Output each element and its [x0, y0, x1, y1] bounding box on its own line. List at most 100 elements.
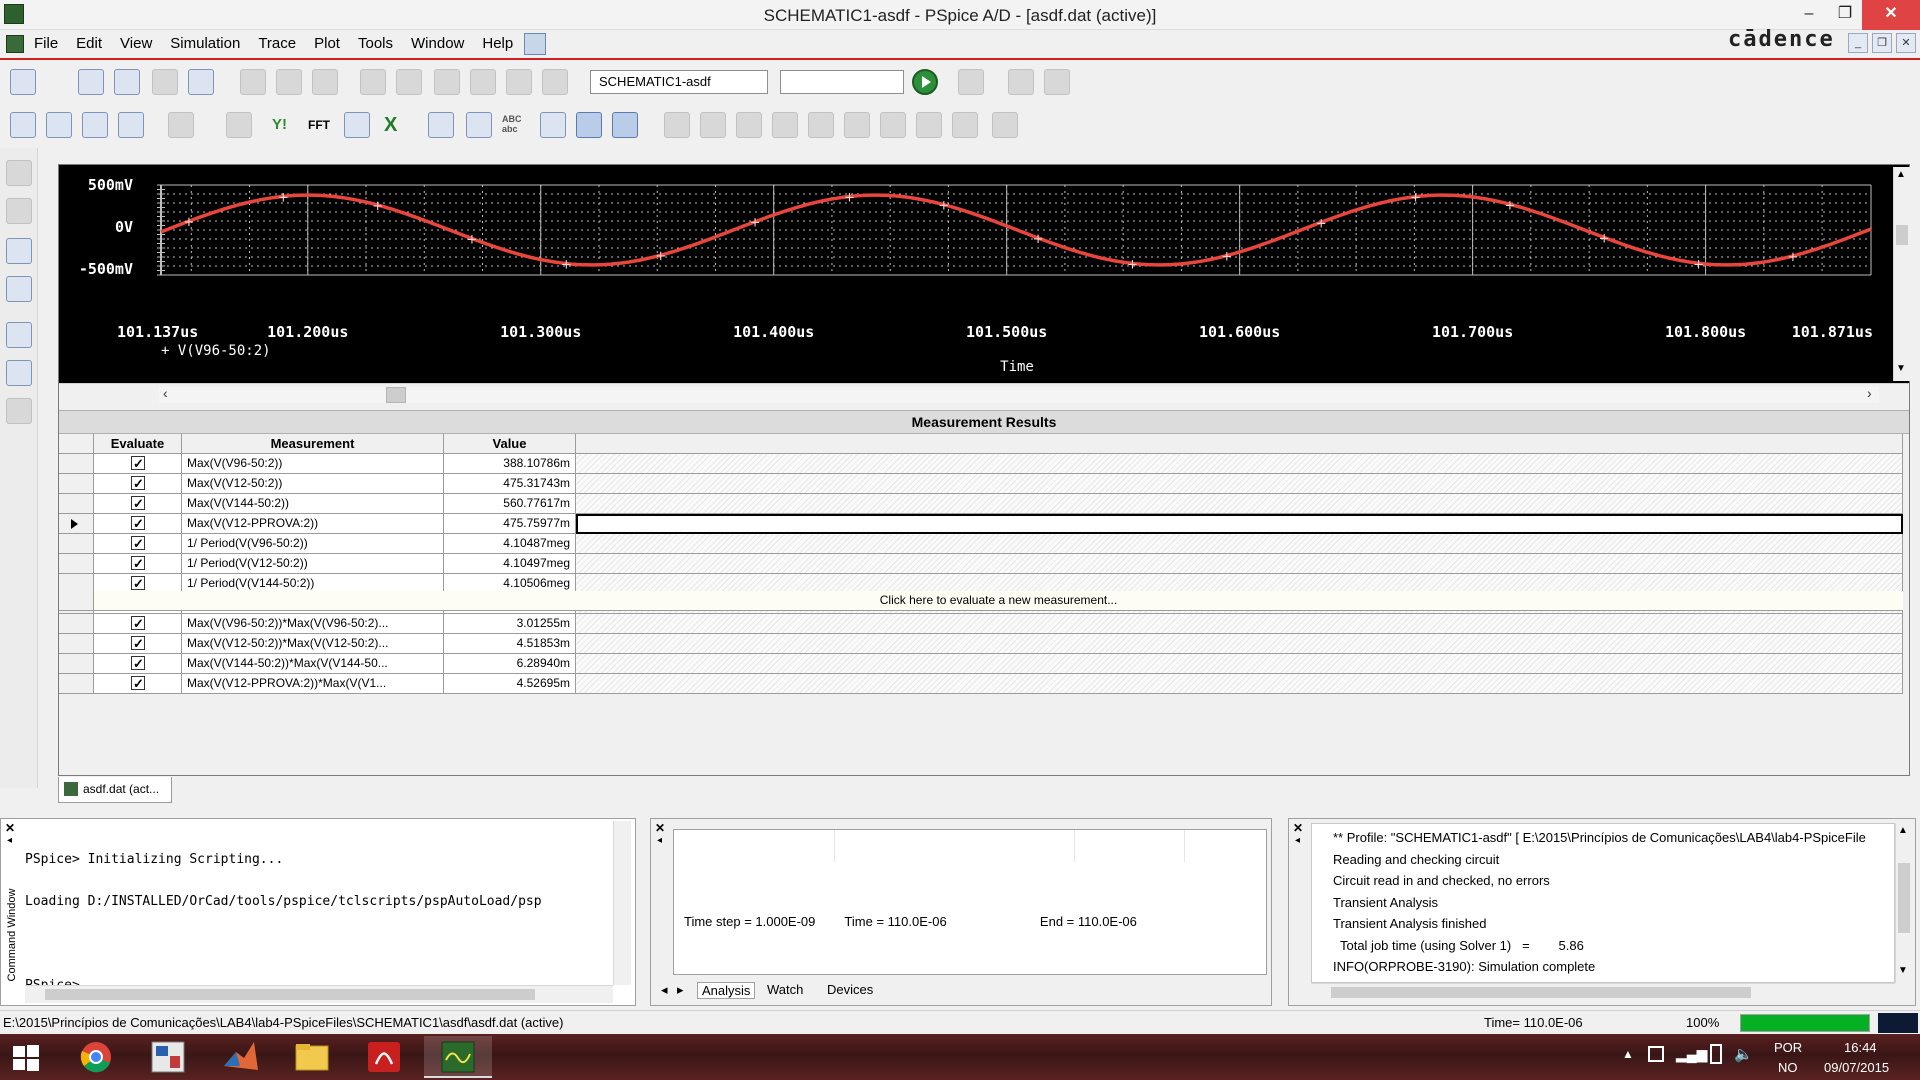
find-prev-icon[interactable]: [506, 69, 532, 95]
zoom-out-icon[interactable]: [82, 112, 108, 138]
simulation-profile-select[interactable]: SCHEMATIC1-asdf: [590, 70, 768, 94]
doc-close-button[interactable]: ✕: [1896, 33, 1916, 53]
row-selector[interactable]: [59, 474, 94, 494]
text-label-button[interactable]: ABC abc: [502, 114, 522, 134]
plot-vertical-scrollbar[interactable]: ▲ ▼: [1893, 167, 1911, 381]
markers-icon[interactable]: [6, 398, 32, 424]
measurement-expression[interactable]: Max(V(V12-PPROVA:2)): [182, 514, 444, 534]
table-row[interactable]: Max(V(V12-50:2))*Max(V(V12-50:2)...4.518…: [59, 634, 1903, 654]
measurement-expression[interactable]: Max(V(V96-50:2)): [182, 454, 444, 474]
menu-help[interactable]: Help: [482, 35, 514, 52]
tab-scroll-left-icon[interactable]: ◂: [661, 982, 668, 997]
row-selector[interactable]: [59, 674, 94, 694]
scroll-up-icon[interactable]: ▲: [1896, 169, 1906, 180]
document-tab-asdf[interactable]: asdf.dat (act...: [58, 777, 172, 803]
language-indicator[interactable]: POR: [1774, 1040, 1803, 1055]
menu-plot[interactable]: Plot: [314, 35, 340, 52]
row-selector[interactable]: [59, 534, 94, 554]
menu-file[interactable]: File: [34, 35, 59, 52]
table-row[interactable]: Max(V(V144-50:2))560.77617m: [59, 494, 1903, 514]
column-header-measurement[interactable]: Measurement: [182, 434, 444, 454]
scroll-down-icon[interactable]: ▼: [1896, 363, 1906, 374]
evaluate-checkbox[interactable]: [131, 474, 145, 493]
evaluate-checkbox[interactable]: [131, 494, 145, 513]
cut-icon[interactable]: [240, 69, 266, 95]
new-measurement-prompt[interactable]: Click here to evaluate a new measurement…: [94, 591, 1903, 611]
measurement-expression[interactable]: Max(V(V144-50:2))*Max(V(V144-50...: [182, 654, 444, 674]
waveform-plot[interactable]: + + + + + + + + + + + + + + + + + + 500mV 0V -500mV 101.1…: [59, 165, 1909, 383]
row-selector[interactable]: [59, 554, 94, 574]
measurement-expression[interactable]: Max(V(V12-50:2)): [182, 474, 444, 494]
new-file-icon[interactable]: [10, 69, 36, 95]
table-row[interactable]: 1/ Period(V(V96-50:2))4.10487meg: [59, 534, 1903, 554]
table-row[interactable]: 1/ Period(V(V12-50:2))4.10497meg: [59, 554, 1903, 574]
measurement-expression[interactable]: Max(V(V96-50:2))*Max(V(V96-50:2)...: [182, 614, 444, 634]
keyboard-layout-indicator[interactable]: NO: [1778, 1060, 1798, 1075]
copy-icon[interactable]: [276, 69, 302, 95]
pspice-ad-icon[interactable]: [424, 1036, 492, 1078]
pause-icon[interactable]: [1008, 69, 1034, 95]
cursor-min-icon[interactable]: [772, 112, 798, 138]
menu-window[interactable]: Window: [411, 35, 465, 52]
output-text-area[interactable]: [1311, 823, 1895, 983]
tab-analysis[interactable]: Analysis: [697, 982, 756, 999]
log-x-axis-icon[interactable]: [168, 112, 194, 138]
evaluate-checkbox[interactable]: [131, 654, 145, 673]
zoom-in-icon[interactable]: [46, 112, 72, 138]
evaluate-checkbox[interactable]: [131, 454, 145, 473]
menu-trace[interactable]: Trace: [258, 35, 297, 52]
scroll-track[interactable]: [159, 387, 1879, 403]
add-trace-icon[interactable]: [428, 112, 454, 138]
command-vertical-scrollbar[interactable]: [613, 821, 631, 985]
scroll-thumb[interactable]: [1898, 863, 1910, 933]
probe-icon[interactable]: [6, 160, 32, 186]
tile-windows-icon[interactable]: [524, 33, 546, 55]
evaluate-checkbox[interactable]: [131, 554, 145, 573]
fft-button[interactable]: FFT: [308, 118, 330, 132]
print-icon[interactable]: [188, 69, 214, 95]
scroll-right-icon[interactable]: ›: [1867, 385, 1872, 401]
pin-icon[interactable]: ◂: [657, 835, 663, 846]
trace-v96-50-2[interactable]: [160, 193, 1872, 267]
menu-tools[interactable]: Tools: [357, 35, 394, 52]
scroll-left-icon[interactable]: ‹: [163, 385, 168, 401]
menu-edit[interactable]: Edit: [76, 35, 103, 52]
measurement-expression[interactable]: 1/ Period(V(V96-50:2)): [182, 534, 444, 554]
evaluate-checkbox[interactable]: [131, 614, 145, 633]
chrome-icon[interactable]: [62, 1036, 130, 1078]
row-selector[interactable]: [59, 654, 94, 674]
view-simulation-results-icon[interactable]: [958, 69, 984, 95]
previous-transition-icon[interactable]: [952, 112, 978, 138]
minimize-button[interactable]: –: [1804, 5, 1814, 22]
battery-icon[interactable]: [1710, 1044, 1722, 1064]
toggle-grid-icon[interactable]: [612, 112, 638, 138]
evaluate-checkbox[interactable]: [131, 634, 145, 653]
pin-icon[interactable]: ◂: [7, 835, 13, 846]
scroll-up-icon[interactable]: ▲: [1898, 825, 1908, 836]
cursor-peak-icon[interactable]: [664, 112, 690, 138]
tab-scroll-right-icon[interactable]: ▸: [677, 982, 684, 997]
evaluate-checkbox[interactable]: [131, 574, 145, 593]
plot-horizontal-scrollbar[interactable]: ‹ ›: [59, 383, 1909, 405]
scroll-thumb[interactable]: [386, 387, 406, 403]
scroll-down-icon[interactable]: ▼: [1898, 965, 1908, 976]
row-selector[interactable]: [59, 454, 94, 474]
redo-icon[interactable]: [396, 69, 422, 95]
run-simulation-button[interactable]: [912, 69, 938, 95]
clock-date[interactable]: 09/07/2015: [1824, 1060, 1890, 1075]
scroll-thumb[interactable]: [45, 989, 535, 1000]
table-row[interactable]: Max(V(V12-PPROVA:2))*Max(V(V1...4.52695m: [59, 674, 1903, 694]
acrobat-icon[interactable]: [350, 1036, 418, 1078]
cursor-point-icon[interactable]: [844, 112, 870, 138]
output-vertical-scrollbar[interactable]: ▲ ▼: [1895, 823, 1913, 983]
cursor-search-icon[interactable]: [880, 112, 906, 138]
action-center-icon[interactable]: [1648, 1046, 1664, 1062]
close-icon[interactable]: ✕: [1293, 821, 1304, 835]
simulation-results-icon[interactable]: [6, 322, 32, 348]
clear-bookmarks-icon[interactable]: [542, 69, 568, 95]
evaluate-checkbox[interactable]: [131, 514, 145, 533]
cursor-slope-icon[interactable]: [736, 112, 762, 138]
doc-restore-button[interactable]: ❐: [1872, 33, 1892, 53]
next-transition-icon[interactable]: [916, 112, 942, 138]
file-explorer-icon[interactable]: [278, 1036, 346, 1078]
